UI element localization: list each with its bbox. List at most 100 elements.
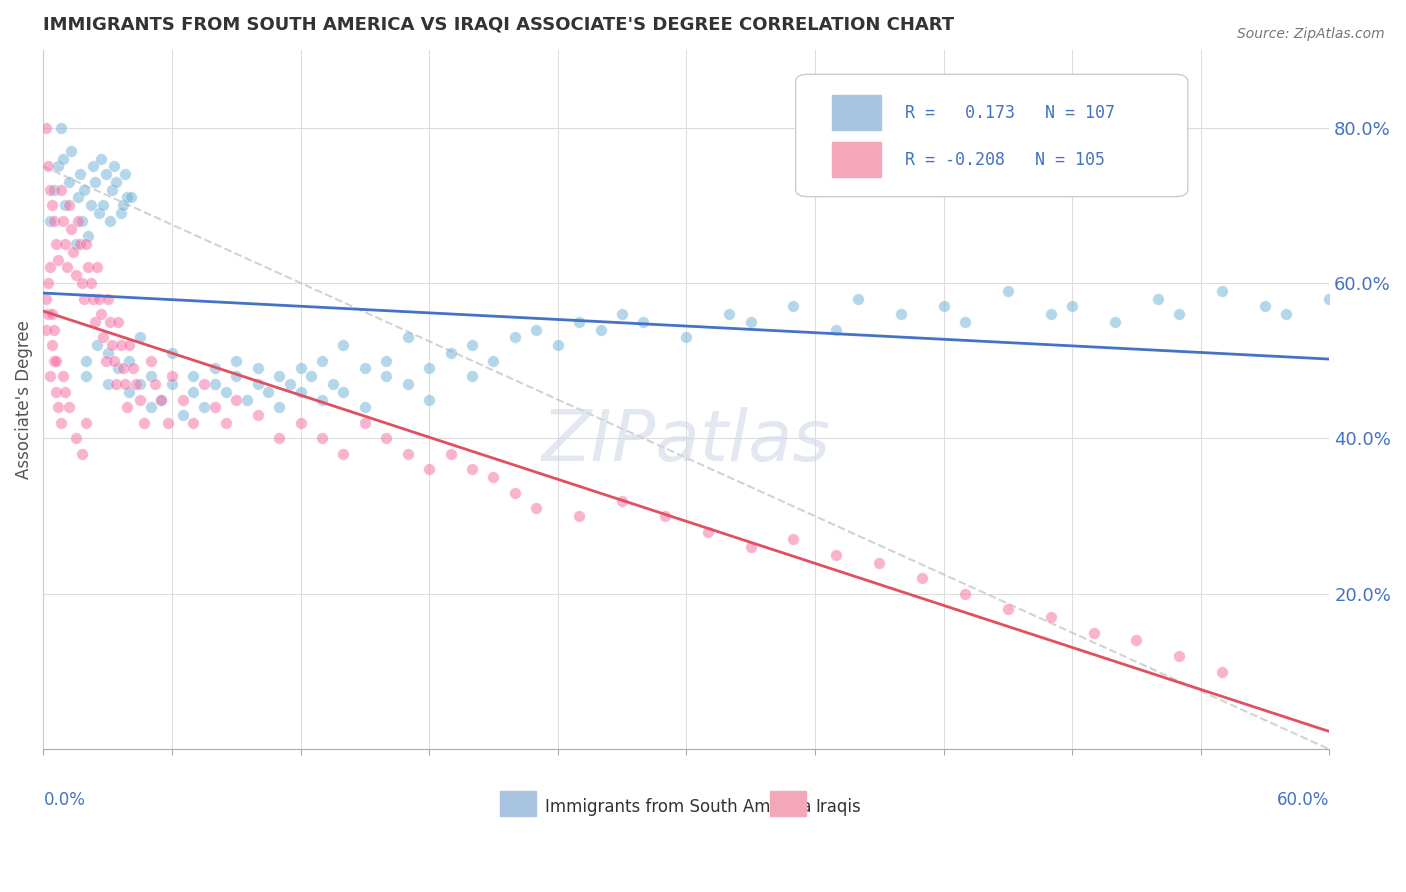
Point [128,376,150,391]
Point [150,392,173,407]
Point [118,338,141,352]
Point [547,338,569,352]
Point [290,384,312,399]
Point [204,401,226,415]
Point [53,237,76,252]
Point [953,315,976,329]
Point [911,571,934,585]
Point [118,353,141,368]
Point [1083,625,1105,640]
Point [97,346,120,360]
Point [65,268,87,283]
Point [332,384,354,399]
Point [375,431,398,445]
Point [718,307,741,321]
Point [396,447,419,461]
Point [45,353,67,368]
Point [122,361,145,376]
Point [610,307,633,321]
Point [49,416,72,430]
Point [82,292,104,306]
Point [299,369,322,384]
Point [740,540,762,554]
Point [93,198,115,212]
Point [44,353,66,368]
Point [311,392,333,407]
Point [1039,307,1062,321]
Point [160,376,183,391]
Point [101,183,124,197]
Point [128,330,150,344]
Point [98,315,121,329]
Point [69,237,91,252]
Point [782,299,804,313]
Point [524,501,547,516]
Point [38,183,60,197]
Point [193,376,215,391]
Point [60,221,83,235]
Point [70,447,93,461]
Point [56,260,79,275]
Point [90,152,112,166]
Point [461,338,484,352]
Point [82,160,104,174]
Point [58,198,80,212]
Point [34,120,56,135]
Point [890,307,912,321]
Point [77,260,100,275]
Point [115,401,138,415]
Point [150,392,173,407]
Point [98,214,121,228]
Point [311,353,333,368]
Point [354,401,377,415]
Point [86,338,108,352]
Point [782,533,804,547]
Point [354,416,377,430]
Point [953,587,976,601]
Point [79,198,101,212]
Point [375,369,398,384]
Point [105,175,128,189]
Point [38,369,60,384]
Point [675,330,697,344]
Point [1254,299,1277,313]
Point [60,144,83,158]
Bar [831,95,880,130]
Text: 0.0%: 0.0% [44,791,86,809]
Point [290,361,312,376]
Point [41,307,63,321]
Point [139,369,162,384]
Point [110,338,132,352]
Text: 60.0%: 60.0% [1277,791,1329,809]
Point [73,183,96,197]
Point [290,416,312,430]
Point [1168,307,1191,321]
Point [825,323,848,337]
Point [69,167,91,181]
Point [156,416,179,430]
Point [53,384,76,399]
Point [269,401,291,415]
Point [322,376,344,391]
Point [1062,299,1084,313]
Point [139,401,162,415]
Point [172,392,194,407]
Point [418,361,440,376]
Point [75,369,97,384]
Point [73,292,96,306]
Point [83,175,105,189]
Point [37,276,59,290]
Bar [501,791,536,815]
Point [269,369,291,384]
Point [418,462,440,476]
Point [396,330,419,344]
Point [332,338,354,352]
Point [94,167,117,181]
Point [1211,665,1233,679]
Point [107,361,129,376]
Point [65,431,87,445]
Point [375,353,398,368]
Point [44,183,66,197]
Point [48,252,70,267]
Point [83,315,105,329]
